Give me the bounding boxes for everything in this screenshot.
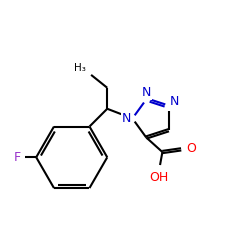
Text: H₃: H₃ xyxy=(74,63,86,73)
Text: N: N xyxy=(122,112,131,125)
Text: F: F xyxy=(13,151,20,164)
Text: N: N xyxy=(170,95,179,108)
Text: OH: OH xyxy=(149,171,168,184)
Text: O: O xyxy=(186,142,196,155)
Text: N: N xyxy=(142,86,151,100)
